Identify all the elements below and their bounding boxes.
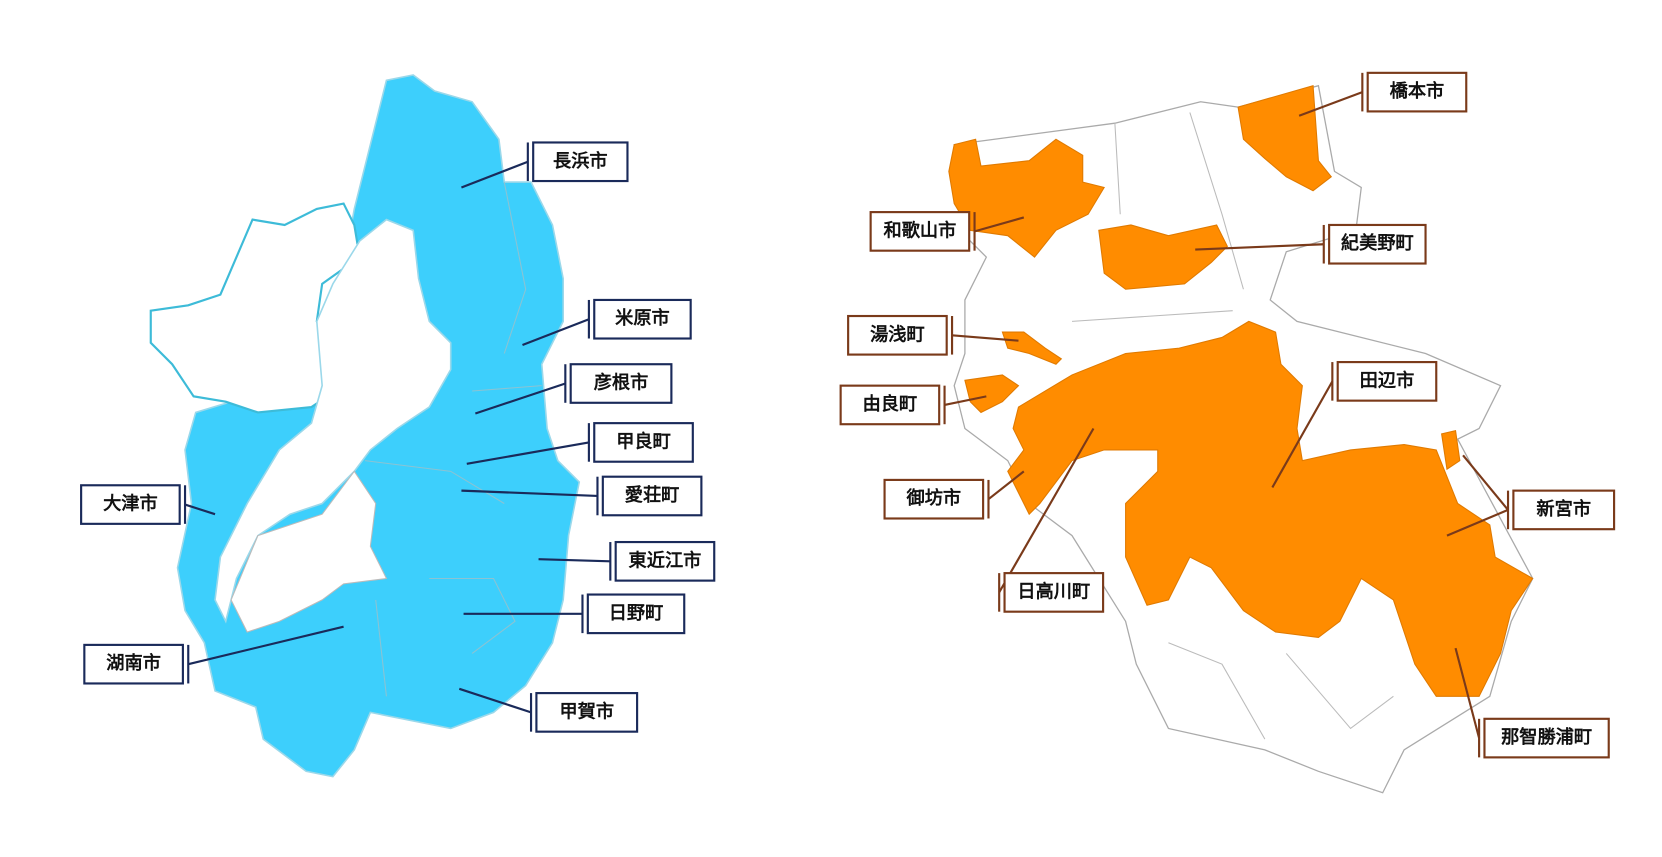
label-box [569,363,673,404]
label-box [80,484,181,525]
label-box [586,593,686,635]
leader-line [538,558,611,563]
label-box [614,540,716,582]
label-box [839,384,941,426]
place-label: 長浜市 [553,150,608,172]
place-label: 那智勝浦町 [1501,726,1592,748]
region [1007,320,1534,697]
borders [364,182,542,697]
label-box [847,314,948,356]
leader-line [951,334,1019,342]
leader-line [187,625,344,666]
place-label: 愛荘町 [625,484,680,506]
leader-line [998,427,1095,593]
place-label: 新宮市 [1536,498,1591,520]
region [1098,224,1229,290]
lake-biwa [214,218,452,624]
place-label: 米原市 [615,307,670,329]
label-box [593,422,694,463]
leader-line [944,395,987,406]
place-label: 甲賀市 [559,700,614,722]
label-box [883,478,985,520]
label-box [1336,361,1438,402]
label-box [83,643,184,685]
leader-line [987,470,1025,501]
leader-line [461,489,598,498]
place-label: 由良町 [863,393,918,415]
right-map [948,84,1534,794]
place-label: 紀美野町 [1341,232,1414,254]
label-box [869,211,971,252]
place-label: 田辺市 [1360,369,1415,391]
place-label: 東近江市 [629,549,702,571]
place-label: 橋本市 [1390,80,1445,102]
leader-line [461,160,529,189]
place-label: 湯浅町 [870,323,925,345]
place-label: 大津市 [103,493,158,515]
place-label: 湖南市 [106,652,161,674]
label-box [532,141,629,183]
label-box [535,692,639,733]
leader-line [466,441,590,465]
place-label: 和歌山市 [884,219,957,241]
region [964,374,1020,414]
leader-line [1271,380,1334,488]
region [1441,429,1461,471]
place-label: 甲良町 [616,430,671,452]
leader-line [1298,91,1363,117]
leader-line [458,687,532,714]
place-label: 日野町 [609,603,664,624]
label-box [601,475,703,517]
label-box [593,298,692,340]
left-map [149,74,581,778]
label-box [1003,572,1105,613]
leader-line [475,382,566,415]
inner-borders [1071,112,1394,740]
leader-line [1195,243,1324,251]
label-box [1328,223,1427,265]
leader-line [1462,454,1509,511]
label-box [1512,489,1616,531]
label-box [1366,71,1468,113]
leader-line [1454,647,1481,739]
leader-line [1446,508,1509,537]
label-box [1483,717,1610,759]
place-label: 御坊市 [906,487,962,509]
white-municipalities [230,470,388,633]
leader-line [974,216,1025,233]
takashima [149,202,361,414]
place-label: 日高川町 [1017,580,1090,602]
leader-line [184,503,216,516]
leader-line [522,318,590,346]
place-label: 彦根市 [594,372,649,394]
